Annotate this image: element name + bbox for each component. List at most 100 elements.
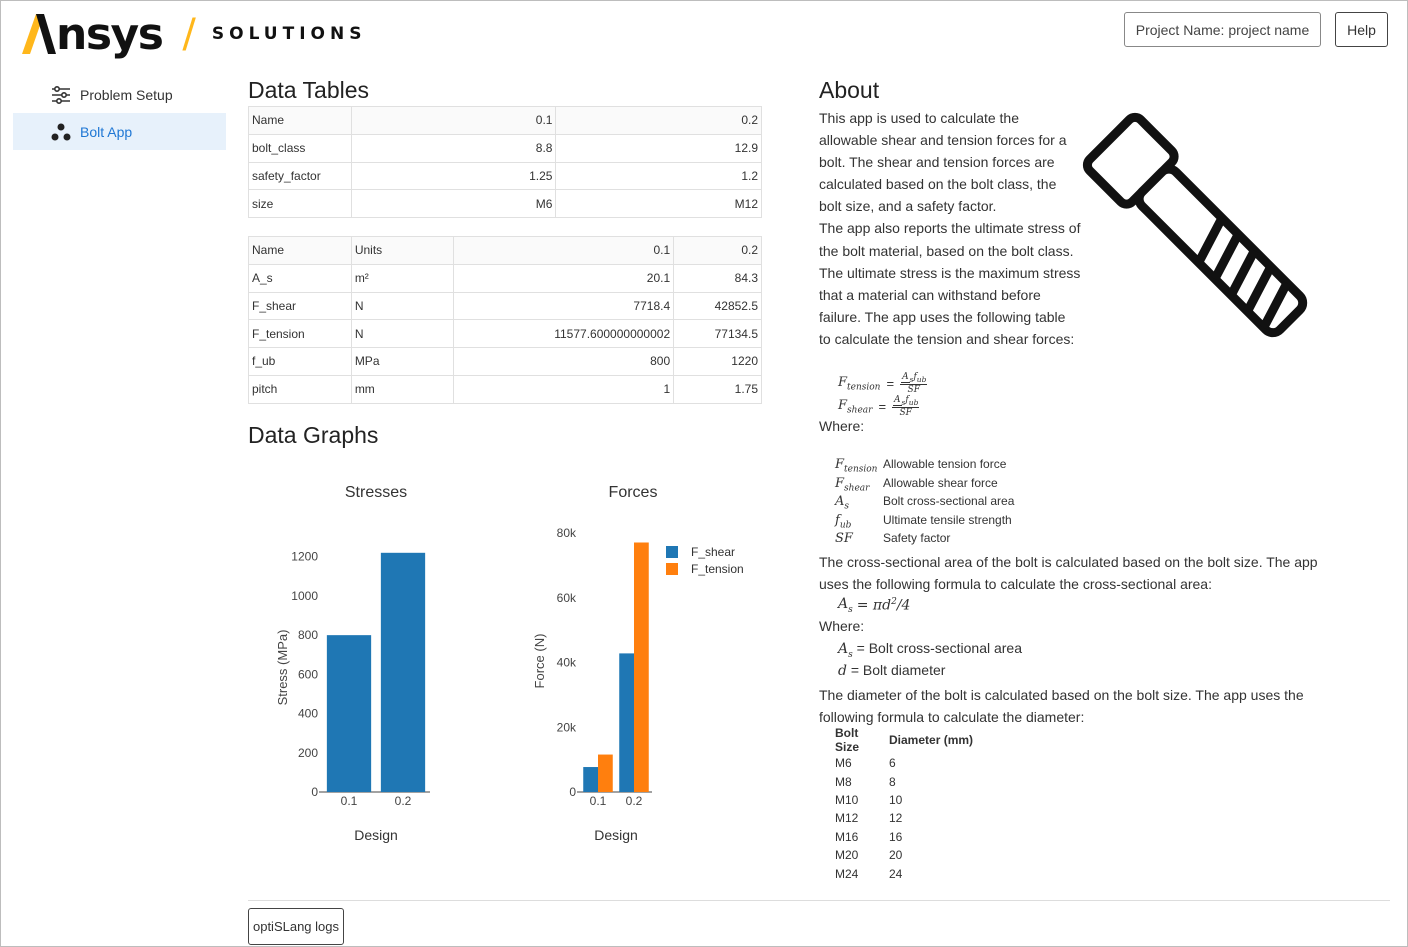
definition-item: SF Safety factor <box>835 531 951 546</box>
table-cell: M12 <box>835 811 859 826</box>
table-cell: 6 <box>889 756 896 771</box>
x-tick-label: 0.1 <box>590 794 607 808</box>
data-tables-heading: Data Tables <box>248 77 370 103</box>
table-row: F_tension N 11577.600000000002 77134.5 <box>248 319 762 348</box>
table-cell: F_shear <box>248 291 352 321</box>
table-row: M8 8 <box>835 772 978 790</box>
nodes-icon <box>51 122 71 142</box>
table-header-row: Name 0.1 0.2 <box>248 106 762 135</box>
about-paragraph-2: The app also reports the ultimate stress… <box>819 220 1081 347</box>
table-cell: 8 <box>889 774 896 789</box>
table-cell: 24 <box>889 866 903 881</box>
chart-title: Stresses <box>345 484 407 501</box>
table-cell: 1.75 <box>673 374 762 404</box>
table-row: safety_factor 1.25 1.2 <box>248 161 762 191</box>
y-tick-label: 80k <box>557 526 577 540</box>
bolt-table-header: Diameter (mm) <box>889 733 974 747</box>
table-cell: 10 <box>889 792 903 807</box>
project-name-button[interactable]: Project Name: project name <box>1124 12 1321 47</box>
bolt-table-header: Bolt Size <box>835 726 860 754</box>
stresses-chart: Stresses 0 200 400 600 800 1000 1200 Stress (MPa… <box>275 484 430 843</box>
table-cell: 8.8 <box>350 133 557 163</box>
table-cell: M10 <box>835 792 859 807</box>
area-formula: As = πd2/4 <box>838 596 911 615</box>
table-cell: 800 <box>452 347 675 376</box>
bolt-icon <box>1082 112 1308 338</box>
about-paragraph-1: This app is used to calculate the allowa… <box>819 110 1067 215</box>
y-axis-label: Force (N) <box>532 634 547 689</box>
y-tick-label: 600 <box>298 667 318 681</box>
y-tick-label: 0 <box>569 785 576 799</box>
definition-item: fub Ultimate tensile strength <box>835 512 1012 531</box>
table-cell: 1220 <box>673 347 762 376</box>
y-tick-label: 20k <box>557 720 577 734</box>
diameter-definition: d = Bolt diameter <box>838 662 946 679</box>
logo-subtitle: SOLUTIONS <box>211 24 367 44</box>
table-cell: A_s <box>248 263 352 293</box>
table-cell: Name <box>248 106 352 135</box>
bar <box>583 767 598 792</box>
sidebar-item-bolt-app[interactable]: Bolt App <box>13 113 226 150</box>
diameter-description: The diameter of the bolt is calculated b… <box>819 687 1304 725</box>
table-cell: m² <box>350 263 454 293</box>
y-axis-label: Stress (MPa) <box>275 630 290 706</box>
table-cell: 16 <box>889 829 903 844</box>
about-description: This app is used to calculate the allowa… <box>819 107 1081 350</box>
table-cell: 42852.5 <box>673 291 762 321</box>
table-row: A_s m² 20.1 84.3 <box>248 263 762 293</box>
logo-a-mark <box>22 14 56 54</box>
y-tick-label: 400 <box>298 707 318 721</box>
inputs-table: Name 0.1 0.2 bolt_class 8.8 12.9 safety_factor… <box>248 106 762 218</box>
legend-swatch <box>666 563 678 575</box>
optislang-logs-button[interactable]: optiSLang logs <box>248 908 344 945</box>
outputs-table: Name Units 0.1 0.2 A_s m² 20.1 84.3 F_shear N 7718… <box>248 236 762 404</box>
table-cell: F_tension <box>248 319 352 348</box>
table-row: size M6 M12 <box>248 189 762 218</box>
data-graphs-heading: Data Graphs <box>248 422 379 448</box>
table-cell: M12 <box>555 189 762 218</box>
sidebar-item-problem-setup[interactable]: Problem Setup <box>13 76 226 113</box>
ansys-logo: nsys / SOLUTIONS <box>22 6 366 62</box>
table-cell: M16 <box>835 829 859 844</box>
table-cell: 0.1 <box>350 106 557 135</box>
table-cell: 7718.4 <box>452 291 675 321</box>
table-cell: 12.9 <box>555 133 762 163</box>
chart-title: Forces <box>609 484 658 501</box>
forces-chart: Forces 0 20k 40k 60k 80k Force (N) 0.1 0.2 Design… <box>532 484 744 843</box>
y-tick-label: 800 <box>298 628 318 642</box>
shear-formula: Fshear = Asfub SF <box>838 395 920 418</box>
legend-swatch <box>666 546 678 558</box>
footer-divider <box>248 900 1390 901</box>
table-cell: MPa <box>350 347 454 376</box>
legend-label: F_shear <box>691 545 735 559</box>
bar <box>380 552 426 792</box>
table-row: M10 10 <box>835 791 978 809</box>
table-cell: Name <box>248 236 352 265</box>
table-cell: size <box>248 189 352 218</box>
table-cell: M24 <box>835 866 859 881</box>
x-axis-label: Design <box>354 827 398 843</box>
logo-wordmark: nsys <box>22 8 164 60</box>
table-cell: safety_factor <box>248 161 352 191</box>
definition-item: Ftension Allowable tension force <box>835 457 1007 475</box>
table-cell: pitch <box>248 374 352 404</box>
sliders-icon <box>51 85 71 105</box>
sidebar-item-label: Bolt App <box>80 123 133 140</box>
table-header-row: Name Units 0.1 0.2 <box>248 236 762 265</box>
table-row: M24 24 <box>835 864 978 882</box>
y-tick-label: 60k <box>557 591 577 605</box>
bolt-size-table: Bolt Size Diameter (mm) M6 6 M8 8 M10 10 M12 12 M… <box>835 726 978 883</box>
table-row: M6 6 <box>835 754 978 772</box>
sidebar-item-label: Problem Setup <box>80 86 173 103</box>
definition-item: As Bolt cross-sectional area <box>835 494 1015 512</box>
logo-text: nsys <box>56 8 164 60</box>
table-cell: 1.25 <box>350 161 557 191</box>
table-row: pitch mm 1 1.75 <box>248 374 762 404</box>
table-cell: 1.2 <box>555 161 762 191</box>
table-cell: mm <box>350 374 454 404</box>
help-button[interactable]: Help <box>1335 12 1388 47</box>
x-tick-label: 0.1 <box>341 794 358 808</box>
table-row: M20 20 <box>835 846 978 864</box>
about-heading: About <box>819 77 880 103</box>
table-cell: M6 <box>835 756 852 771</box>
